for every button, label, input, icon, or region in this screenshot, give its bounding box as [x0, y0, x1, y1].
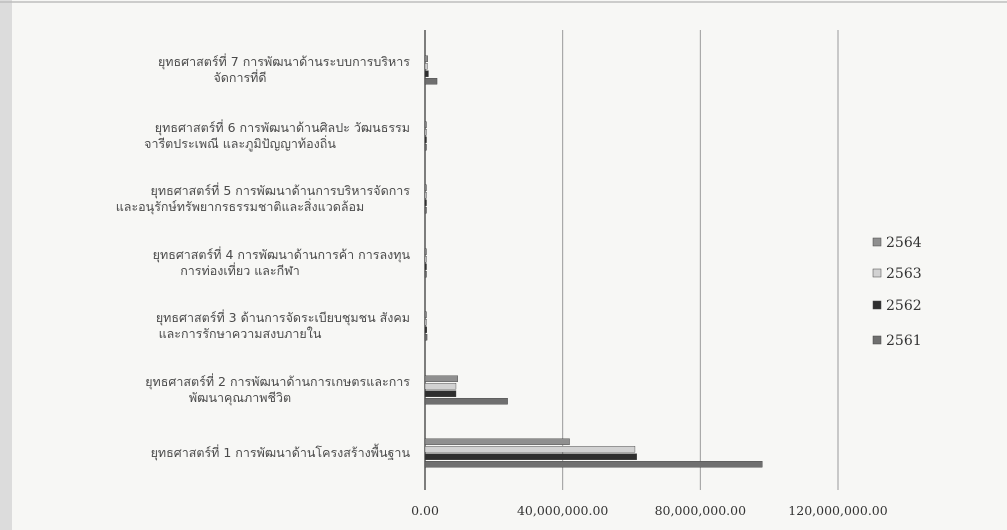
bar-2564-cat3 [424, 311, 427, 318]
category-label: พัฒนาคุณภาพชีวิต [189, 390, 291, 406]
bar-2562-cat7 [424, 70, 429, 77]
bar-2562-cat5 [424, 199, 427, 206]
legend-swatch-2561 [872, 335, 882, 345]
bar-2562-cat4 [424, 263, 427, 270]
bar-2564-cat6 [424, 121, 427, 128]
category-label: ยุทธศาสตร์ที่ 4 การพัฒนาด้านการค้า การลง… [153, 246, 411, 263]
legend-label-2563: 2563 [886, 266, 922, 282]
legend: 2564 2563 2562 2561 [872, 235, 922, 349]
bar-2563-cat3 [424, 319, 427, 326]
grid-layer [562, 30, 839, 490]
bar-2563-cat2 [424, 383, 457, 390]
x-tick-labels: 0.00 40,000,000.00 80,000,000.00 120,000,00… [411, 503, 888, 518]
category-label: จารีตประเพณี และภูมิปัญญาท้องถิ่น [144, 135, 336, 152]
category-label: ยุทธศาสตร์ที่ 3 ด้านการจัดระเบียบชุมชน ส… [156, 309, 410, 326]
left-edge-shadow [0, 0, 12, 530]
bar-2563-cat5 [424, 192, 427, 199]
bar-2563-cat7 [424, 63, 428, 70]
bar-2563-cat6 [424, 129, 427, 136]
category-label: และการรักษาความสงบภายใน [159, 326, 322, 341]
bar-2564-cat2 [424, 375, 458, 382]
category-label: จัดการที่ดี [213, 69, 266, 85]
category-labels: ยุทธศาสตร์ที่ 1 การพัฒนาด้านโครงสร้างพื้… [116, 53, 411, 461]
bar-layer [424, 55, 763, 468]
category-label: และอนุรักษ์ทรัพยากรธรรมชาติและสิ่งแวดล้อ… [116, 198, 365, 215]
category-label: ยุทธศาสตร์ที่ 6 การพัฒนาด้านศิลปะ วัฒนธร… [155, 119, 410, 136]
bar-2563-cat4 [424, 256, 427, 263]
x-tick-label: 120,000,000.00 [788, 503, 887, 518]
bar-2561-cat2 [424, 398, 508, 405]
bar-2561-cat7 [424, 78, 438, 85]
bar-2562-cat3 [424, 326, 427, 333]
bar-2564-cat4 [424, 248, 427, 255]
bar-2564-cat7 [424, 55, 428, 62]
bar-2564-cat1 [424, 438, 570, 445]
bar-2564-cat5 [424, 184, 427, 191]
bar-2561-cat3 [424, 334, 428, 341]
bar-2561-cat5 [424, 207, 427, 214]
legend-swatch-2564 [872, 237, 882, 247]
bar-2562-cat1 [424, 453, 637, 460]
bar-2561-cat1 [424, 461, 763, 468]
category-label: ยุทธศาสตร์ที่ 2 การพัฒนาด้านการเกษตรและก… [145, 373, 410, 390]
legend-label-2564: 2564 [886, 235, 922, 251]
x-tick-label: 80,000,000.00 [655, 503, 746, 518]
legend-swatch-2562 [872, 300, 882, 310]
legend-swatch-2563 [872, 268, 882, 278]
bar-2561-cat4 [424, 271, 427, 278]
bar-2562-cat2 [424, 390, 457, 397]
legend-label-2561: 2561 [886, 333, 922, 349]
bar-2561-cat6 [424, 144, 427, 151]
legend-label-2562: 2562 [886, 298, 922, 314]
category-label: ยุทธศาสตร์ที่ 5 การพัฒนาด้านการบริหารจัด… [151, 182, 411, 199]
x-tick-label: 40,000,000.00 [517, 503, 608, 518]
bar-2563-cat1 [424, 446, 636, 453]
category-label: ยุทธศาสตร์ที่ 1 การพัฒนาด้านโครงสร้างพื้… [151, 443, 411, 461]
category-label: การท่องเที่ยว และกีฬา [180, 262, 300, 278]
x-tick-label: 0.00 [411, 503, 439, 518]
bar-2562-cat6 [424, 136, 427, 143]
category-label: ยุทธศาสตร์ที่ 7 การพัฒนาด้านระบบการบริหา… [158, 53, 410, 70]
